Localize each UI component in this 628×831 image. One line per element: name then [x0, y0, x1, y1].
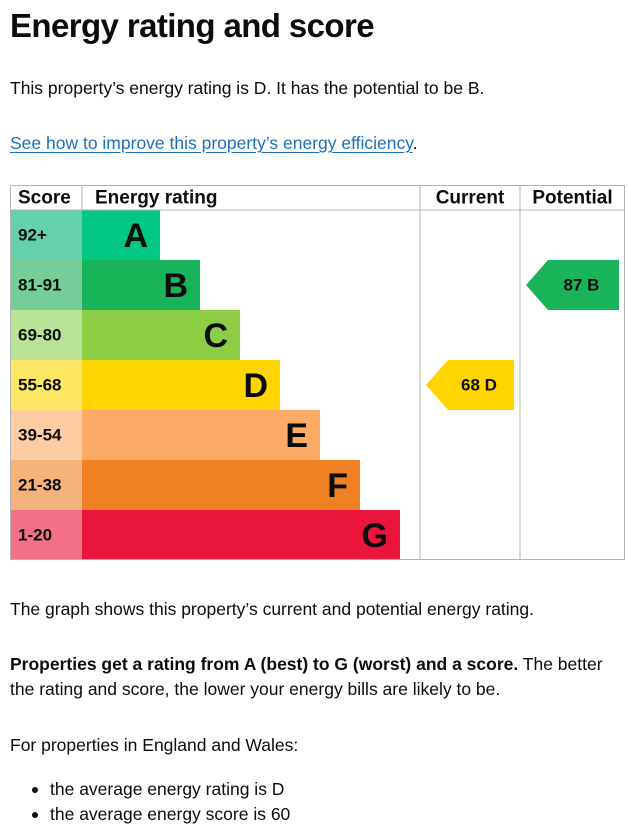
- list-item: the average energy score is 60: [10, 802, 290, 827]
- header-potential: Potential: [532, 188, 612, 209]
- band-bar-c: [82, 310, 240, 360]
- current-rating-arrow: [426, 360, 514, 410]
- band-letter-c: C: [203, 317, 228, 355]
- rating-explanation: Properties get a rating from A (best) to…: [10, 652, 620, 702]
- score-range-d: 55-68: [18, 375, 61, 394]
- score-cell-e: [10, 410, 82, 460]
- rating-explanation-bold: Properties get a rating from A (best) to…: [10, 654, 519, 674]
- score-cell-a: [10, 210, 82, 260]
- score-cell-g: [10, 510, 82, 560]
- improve-efficiency-link[interactable]: See how to improve this property’s energ…: [10, 133, 413, 153]
- chart-border: [10, 185, 625, 560]
- band-letter-b: B: [163, 267, 188, 305]
- improve-link-paragraph: See how to improve this property’s energ…: [10, 131, 418, 156]
- page-title: Energy rating and score: [10, 7, 375, 44]
- band-letter-e: E: [285, 417, 308, 455]
- band-bar-b: [82, 260, 200, 310]
- score-cell-c: [10, 310, 82, 360]
- score-cell-b: [10, 260, 82, 310]
- potential-rating-label: 87 B: [564, 275, 600, 294]
- band-bar-d: [82, 360, 280, 410]
- header-current: Current: [436, 188, 505, 209]
- band-bar-e: [82, 410, 320, 460]
- band-letter-g: G: [362, 517, 388, 555]
- header-energy-rating: Energy rating: [95, 188, 217, 209]
- band-bar-g: [82, 510, 400, 560]
- score-range-c: 69-80: [18, 325, 61, 344]
- rating-explanation-rest: The better the rating and score, the low…: [10, 654, 603, 699]
- score-cell-f: [10, 460, 82, 510]
- score-range-e: 39-54: [18, 425, 62, 444]
- average-list: the average energy rating is D the avera…: [10, 777, 290, 827]
- rating-summary: This property’s energy rating is D. It h…: [10, 78, 485, 98]
- energy-rating-graph: Score Energy rating Current Potential 92+ A 81…: [10, 185, 625, 560]
- score-range-b: 81-91: [18, 275, 61, 294]
- header-score: Score: [18, 188, 71, 209]
- score-range-f: 21-38: [18, 475, 61, 494]
- current-rating-label: 68 D: [461, 375, 497, 394]
- graph-note: The graph shows this property’s current …: [10, 599, 535, 619]
- band-bar-f: [82, 460, 360, 510]
- list-item: the average energy rating is D: [10, 777, 290, 802]
- potential-rating-arrow: [526, 260, 619, 310]
- band-letter-d: D: [243, 367, 268, 405]
- region-intro: For properties in England and Wales:: [10, 735, 299, 755]
- score-range-g: 1-20: [18, 525, 52, 544]
- energy-rating-chart: Score Energy rating Current Potential 92+ A 81…: [10, 185, 625, 560]
- band-letter-a: A: [123, 217, 148, 255]
- band-letter-f: F: [327, 467, 348, 505]
- band-bar-a: [82, 210, 160, 260]
- score-range-a: 92+: [18, 225, 47, 244]
- link-suffix: .: [412, 133, 418, 153]
- score-cell-d: [10, 360, 82, 410]
